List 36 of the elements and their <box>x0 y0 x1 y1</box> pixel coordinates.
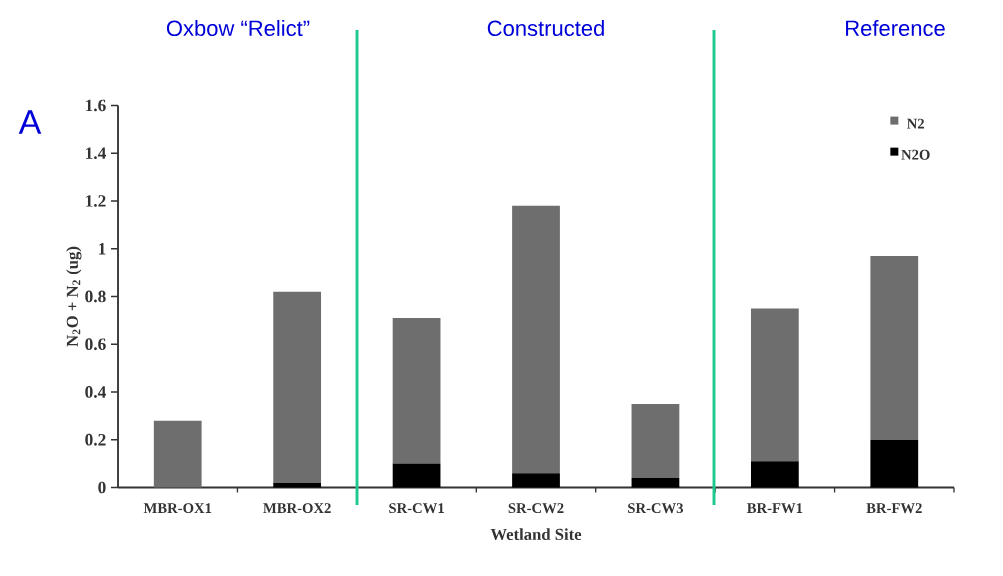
y-tick-label: 0.6 <box>85 338 106 351</box>
x-tick-label: SR-CW2 <box>508 503 564 514</box>
legend-label: N2 <box>906 118 924 129</box>
bar <box>153 420 202 488</box>
legend-label: N2O <box>901 149 930 160</box>
bar <box>392 463 441 488</box>
text: A <box>18 110 42 134</box>
bar <box>750 461 799 488</box>
y-tick-label: 1.6 <box>86 99 106 112</box>
y-tick-label: 1 <box>99 243 106 255</box>
bar <box>273 291 322 483</box>
text: Reference <box>846 19 945 37</box>
bar <box>750 308 799 462</box>
x-axis-title: Wetland Site <box>490 528 582 541</box>
y-tick-label: 1.4 <box>86 147 106 160</box>
y-tick-label: 1.2 <box>86 195 106 207</box>
y-axis-title: N$_{2}$O + N$_{2}$ (ug) <box>66 246 82 347</box>
x-tick-label: BR-FW1 <box>747 503 803 514</box>
x-tick-label: MBR-OX1 <box>143 503 212 514</box>
bar <box>512 473 560 488</box>
x-tick-label: SR-CW3 <box>628 503 684 514</box>
bar <box>870 255 919 440</box>
bar <box>631 477 680 488</box>
y-tick-label: 0 <box>98 481 106 494</box>
x-tick-label: SR-CW1 <box>389 503 444 514</box>
y-tick-label: 0.4 <box>85 386 106 398</box>
x-tick-label: MBR-OX2 <box>263 503 331 514</box>
y-tick-label: 0.8 <box>85 290 106 303</box>
bar <box>392 317 441 464</box>
bar <box>512 205 560 474</box>
text: Oxbow “Relict” <box>166 19 310 37</box>
y-tick-label: 0.2 <box>85 433 106 446</box>
text: Constructed <box>487 19 604 37</box>
bar <box>870 439 919 488</box>
bar <box>631 403 680 478</box>
x-tick-label: BR-FW2 <box>866 503 922 514</box>
